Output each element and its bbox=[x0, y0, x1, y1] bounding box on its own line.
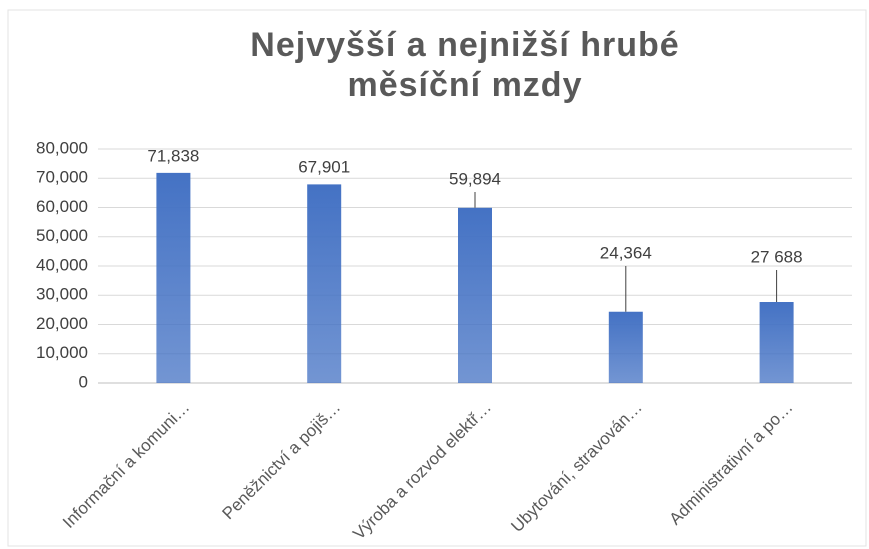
chart-title: měsíční mzdy bbox=[348, 66, 583, 104]
data-label: 24,364 bbox=[600, 243, 652, 262]
data-label: 27 688 bbox=[751, 247, 803, 266]
data-label: 67,901 bbox=[298, 157, 350, 176]
y-tick-label: 60,000 bbox=[36, 197, 88, 216]
bar bbox=[156, 172, 191, 383]
bar bbox=[458, 207, 492, 383]
y-tick-label: 50,000 bbox=[36, 226, 88, 245]
y-tick-label: 70,000 bbox=[36, 168, 88, 187]
y-tick-label: 30,000 bbox=[36, 285, 88, 304]
y-tick-label: 0 bbox=[79, 372, 88, 391]
y-tick-label: 40,000 bbox=[36, 255, 88, 274]
chart-border bbox=[7, 9, 867, 547]
bar bbox=[307, 184, 342, 383]
y-tick-label: 10,000 bbox=[36, 343, 88, 362]
chart-title: Nejvyšší a nejnižší hrubé bbox=[250, 26, 679, 64]
y-tick-label: 20,000 bbox=[36, 314, 88, 333]
bar bbox=[608, 311, 643, 383]
data-label: 71,838 bbox=[147, 146, 199, 165]
data-label: 59,894 bbox=[449, 169, 501, 188]
bar bbox=[759, 302, 794, 383]
y-tick-label: 80,000 bbox=[36, 138, 88, 157]
